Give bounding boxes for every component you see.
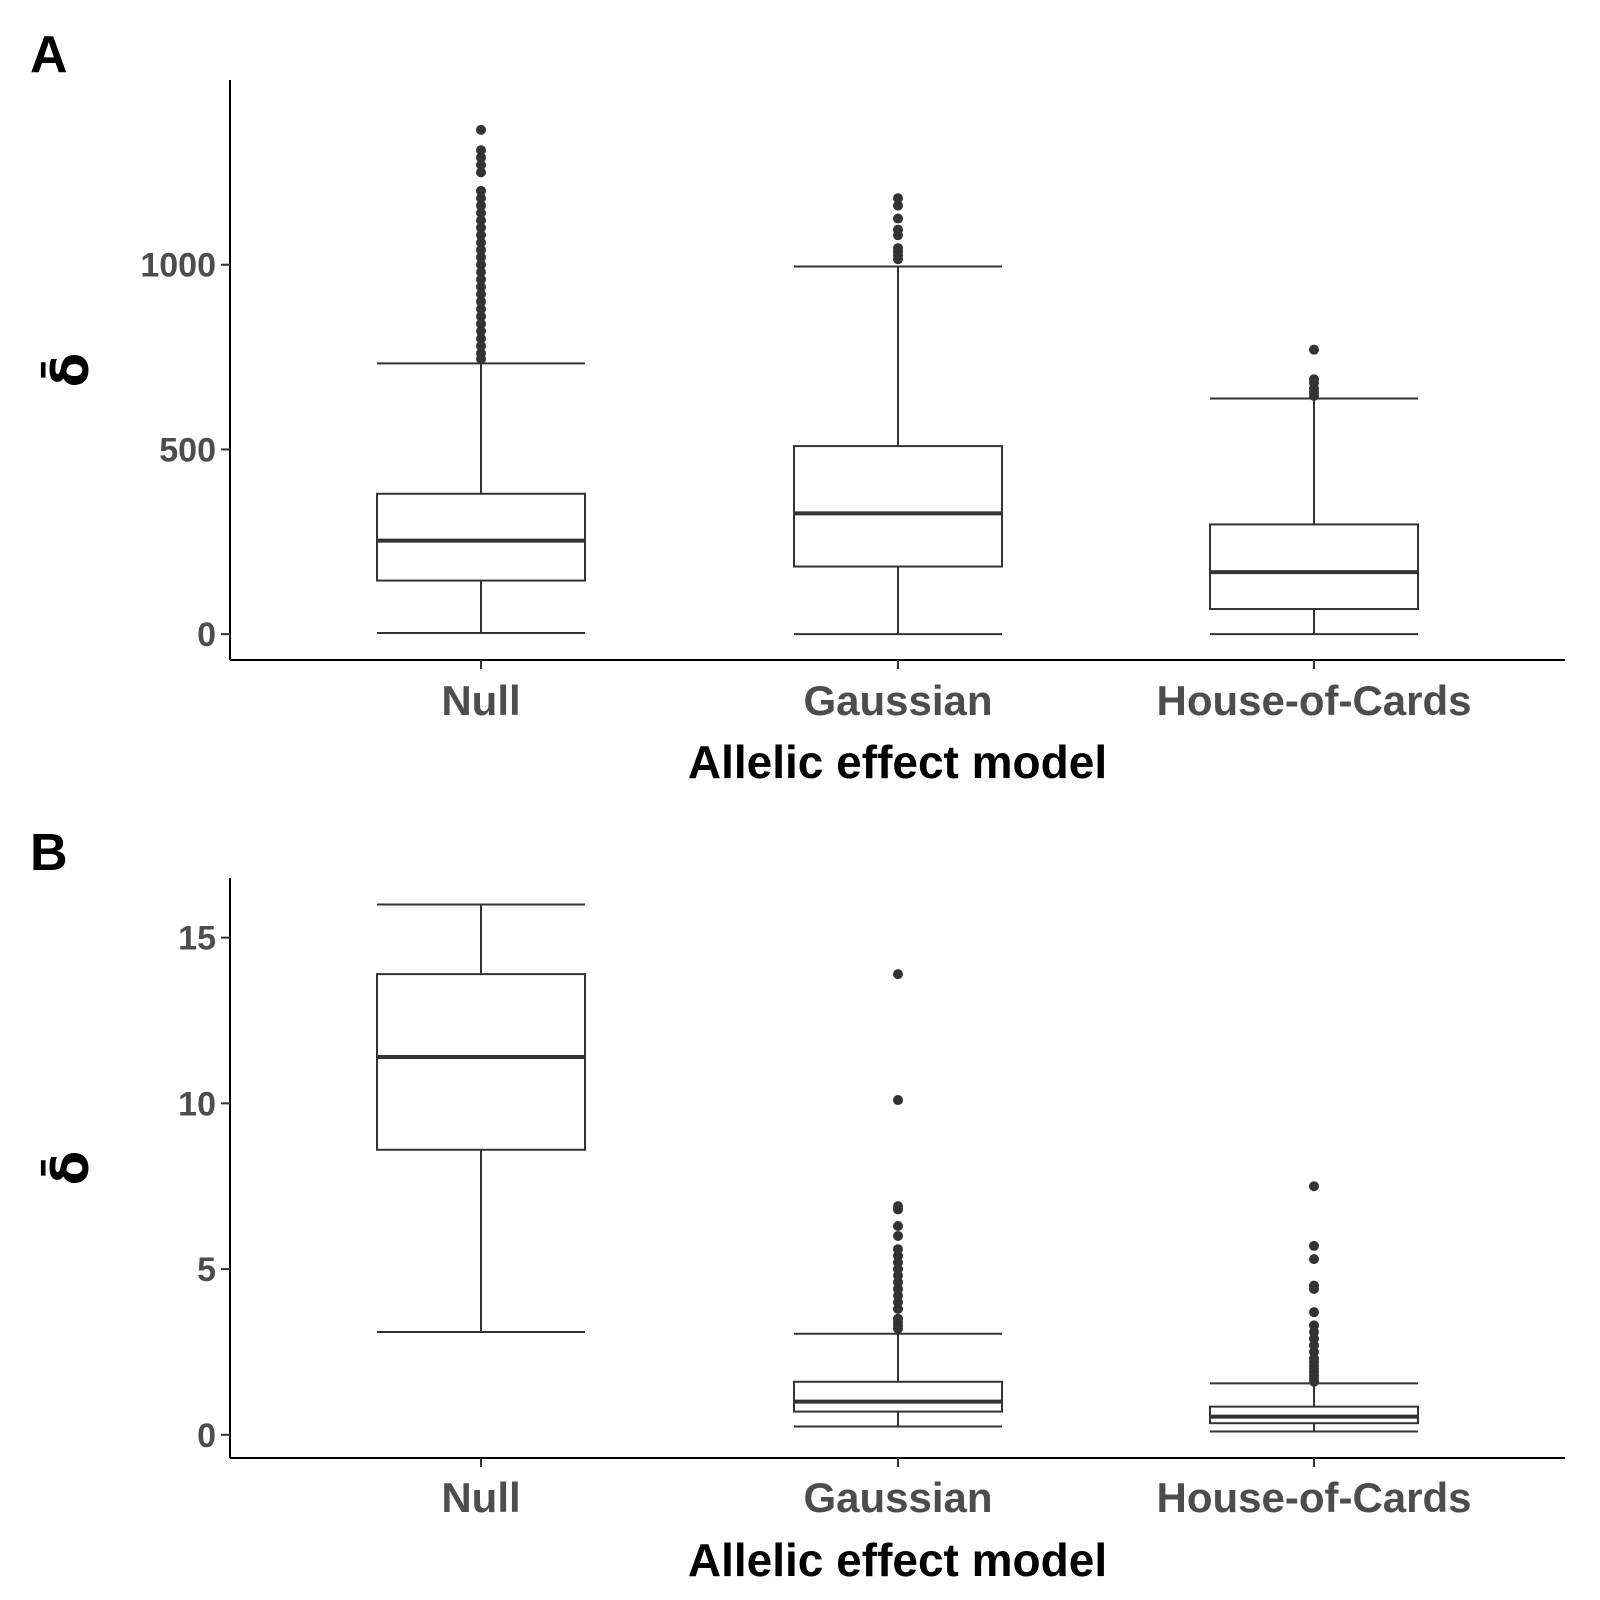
outlier-point (476, 289, 486, 300)
box-group-null (376, 903, 586, 1334)
y-tick-label: 5 (197, 1251, 216, 1289)
outlier-point (476, 296, 486, 307)
panel-b-chart: B 0 5 10 15 Null Gaussian House-of-Cards Allelic… (30, 824, 1565, 1586)
outlier-point (1309, 1254, 1319, 1265)
outlier-point (476, 159, 486, 170)
panel-a-chart: A 0 500 1000 Null Gaussian House-of-Cards Allel… (30, 26, 1565, 788)
outlier-point (893, 1230, 903, 1241)
y-axis-title: δ̄ (41, 1151, 100, 1185)
outlier-point (893, 1244, 903, 1255)
y-tick-label: 0 (197, 1417, 216, 1455)
outlier-point (476, 215, 486, 226)
x-tick-label: House-of-Cards (1156, 677, 1471, 724)
x-tick-label: Null (441, 1474, 520, 1521)
outlier-point (893, 969, 903, 980)
x-axis-title: Allelic effect model (688, 1534, 1107, 1586)
outlier-point (476, 311, 486, 322)
outlier-point (1309, 1320, 1319, 1331)
x-tick-label: Gaussian (803, 677, 992, 724)
box-group-house-of-cards (1209, 1181, 1419, 1433)
outlier-point (476, 124, 486, 135)
outlier-point (1309, 1307, 1319, 1318)
x-tick-label: House-of-Cards (1156, 1474, 1471, 1521)
x-tick-label: Null (441, 677, 520, 724)
outlier-point (476, 193, 486, 204)
box-group-gaussian (793, 193, 1003, 636)
y-tick-label: 15 (178, 920, 216, 958)
panel-letter: A (30, 26, 68, 84)
box-group-gaussian (793, 969, 1003, 1428)
outlier-point (893, 200, 903, 211)
outlier-point (476, 333, 486, 344)
outlier-point (476, 237, 486, 248)
outlier-point (893, 1221, 903, 1231)
box-group-house-of-cards (1209, 344, 1419, 636)
outlier-point (893, 213, 903, 224)
outlier-point (893, 193, 903, 204)
outlier-point (893, 224, 903, 235)
outlier-point (476, 207, 486, 218)
outlier-point (476, 230, 486, 241)
outlier-point (1309, 1240, 1319, 1251)
outlier-point (1309, 1181, 1319, 1192)
outlier-point (893, 243, 903, 254)
outlier-point (476, 222, 486, 233)
outlier-point (893, 1095, 903, 1106)
y-tick-label: 500 (159, 431, 216, 469)
iqr-box (376, 492, 586, 582)
box-group-null (376, 124, 586, 635)
y-tick-label: 0 (197, 616, 216, 654)
iqr-box (793, 445, 1003, 568)
outlier-point (893, 1201, 903, 1212)
iqr-box (793, 1380, 1003, 1413)
outlier-point (476, 244, 486, 255)
outlier-point (476, 326, 486, 337)
y-axis-title: δ̄ (41, 353, 100, 387)
outlier-point (476, 348, 486, 359)
outlier-point (893, 1313, 903, 1324)
outlier-point (476, 267, 486, 278)
iqr-box (1209, 523, 1419, 611)
x-axis-title: Allelic effect model (688, 736, 1107, 788)
outlier-point (476, 252, 486, 263)
panel-letter: B (30, 824, 68, 882)
outlier-point (476, 152, 486, 163)
outlier-point (476, 318, 486, 329)
iqr-box (376, 973, 586, 1151)
outlier-point (476, 304, 486, 315)
outlier-point (476, 281, 486, 292)
y-tick-label: 10 (178, 1085, 216, 1123)
outlier-point (1309, 374, 1319, 385)
outlier-point (476, 145, 486, 156)
y-tick-label: 1000 (140, 247, 216, 285)
outlier-point (1309, 1280, 1319, 1291)
outlier-point (476, 259, 486, 270)
outlier-point (476, 274, 486, 285)
outlier-point (476, 185, 486, 196)
outlier-point (476, 200, 486, 211)
outlier-point (1309, 344, 1319, 355)
x-tick-label: Gaussian (803, 1474, 992, 1521)
outlier-point (476, 167, 486, 178)
outlier-point (476, 340, 486, 351)
